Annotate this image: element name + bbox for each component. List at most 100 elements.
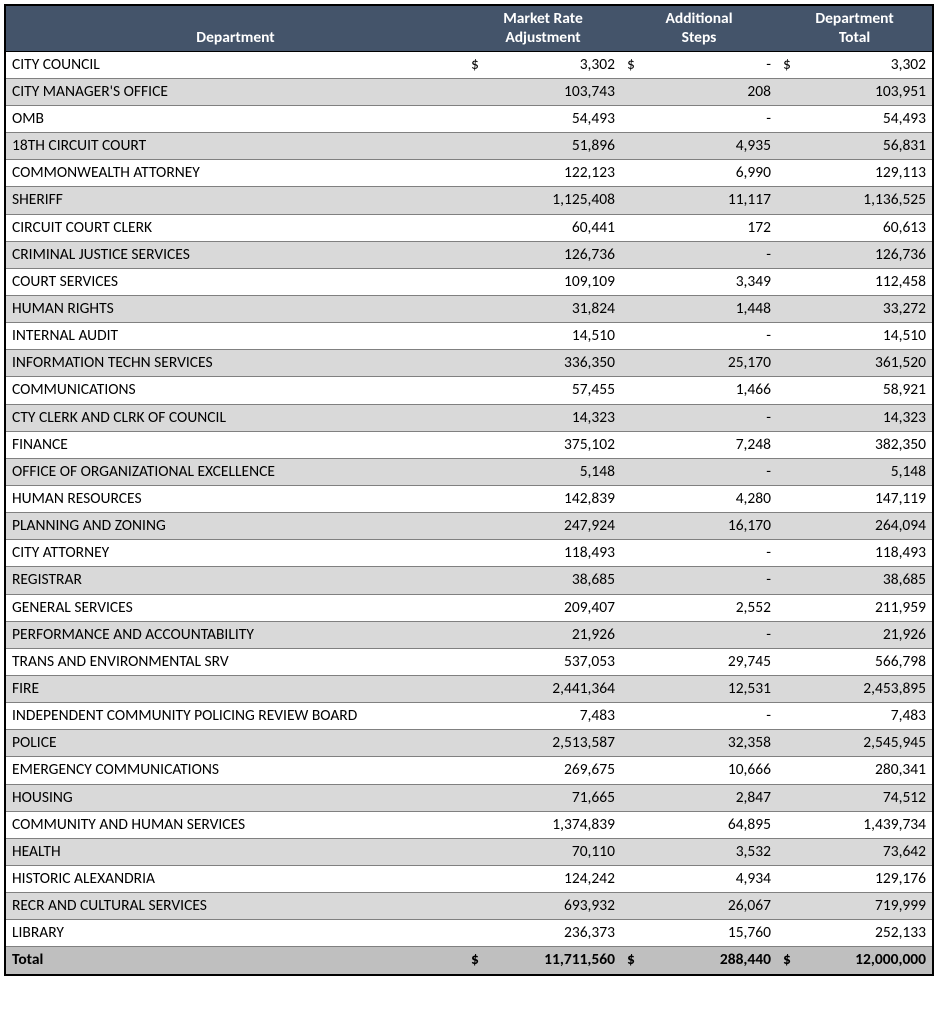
cell-additional-steps: - xyxy=(643,567,777,594)
cell-department: INTERNAL AUDIT xyxy=(5,323,465,350)
currency-symbol xyxy=(621,567,643,594)
cell-department-total: 129,176 xyxy=(799,865,933,892)
cell-market-rate: 537,053 xyxy=(487,648,621,675)
cell-department: LIBRARY xyxy=(5,920,465,947)
cell-department-total: 118,493 xyxy=(799,540,933,567)
cell-department: COMMUNITY AND HUMAN SERVICES xyxy=(5,811,465,838)
cell-department-total: 38,685 xyxy=(799,567,933,594)
cell-department-total: 252,133 xyxy=(799,920,933,947)
cell-market-rate: 38,685 xyxy=(487,567,621,594)
cell-total-label: Total xyxy=(5,947,465,975)
currency-symbol xyxy=(621,648,643,675)
cell-additional-steps: 1,448 xyxy=(643,296,777,323)
cell-market-rate: 109,109 xyxy=(487,268,621,295)
cell-department-total: 112,458 xyxy=(799,268,933,295)
currency-symbol xyxy=(465,431,487,458)
currency-symbol xyxy=(621,865,643,892)
cell-market-rate: 31,824 xyxy=(487,296,621,323)
currency-symbol xyxy=(465,757,487,784)
currency-symbol xyxy=(777,648,799,675)
cell-market-rate: 54,493 xyxy=(487,106,621,133)
currency-symbol xyxy=(777,323,799,350)
currency-symbol xyxy=(777,160,799,187)
currency-symbol xyxy=(465,703,487,730)
currency-symbol xyxy=(465,323,487,350)
currency-symbol xyxy=(777,567,799,594)
cell-total-department-total: 12,000,000 xyxy=(799,947,933,975)
table-row: PERFORMANCE AND ACCOUNTABILITY21,926-21,… xyxy=(5,621,933,648)
cell-additional-steps: 6,990 xyxy=(643,160,777,187)
cell-market-rate: 1,374,839 xyxy=(487,811,621,838)
currency-symbol xyxy=(465,296,487,323)
cell-department-total: 60,613 xyxy=(799,214,933,241)
currency-symbol xyxy=(465,675,487,702)
currency-symbol xyxy=(465,784,487,811)
cell-department: PLANNING AND ZONING xyxy=(5,513,465,540)
table-total-row: Total$11,711,560$288,440$12,000,000 xyxy=(5,947,933,975)
currency-symbol xyxy=(621,458,643,485)
table-row: 18TH CIRCUIT COURT51,8964,93556,831 xyxy=(5,133,933,160)
cell-department-total: 103,951 xyxy=(799,78,933,105)
cell-additional-steps: 172 xyxy=(643,214,777,241)
table-row: EMERGENCY COMMUNICATIONS269,67510,666280… xyxy=(5,757,933,784)
cell-market-rate: 122,123 xyxy=(487,160,621,187)
currency-symbol xyxy=(621,133,643,160)
table-row: COMMONWEALTH ATTORNEY122,1236,990129,113 xyxy=(5,160,933,187)
currency-symbol xyxy=(465,78,487,105)
currency-symbol xyxy=(777,296,799,323)
currency-symbol xyxy=(621,404,643,431)
cell-additional-steps: 15,760 xyxy=(643,920,777,947)
cell-additional-steps: 3,349 xyxy=(643,268,777,295)
currency-symbol xyxy=(621,323,643,350)
col-department-total: DepartmentTotal xyxy=(777,5,933,51)
currency-symbol xyxy=(621,268,643,295)
currency-symbol xyxy=(621,540,643,567)
cell-department-total: 361,520 xyxy=(799,350,933,377)
currency-symbol xyxy=(621,730,643,757)
cell-additional-steps: 7,248 xyxy=(643,431,777,458)
table-body: CITY COUNCIL$3,302$-$3,302CITY MANAGER'S… xyxy=(5,51,933,974)
cell-additional-steps: - xyxy=(643,458,777,485)
cell-department: HISTORIC ALEXANDRIA xyxy=(5,865,465,892)
table-header: Department Market RateAdjustment Additio… xyxy=(5,5,933,51)
currency-symbol xyxy=(465,865,487,892)
cell-department-total: 1,136,525 xyxy=(799,187,933,214)
currency-symbol xyxy=(621,431,643,458)
currency-symbol: $ xyxy=(465,51,487,78)
cell-total-market-rate: 11,711,560 xyxy=(487,947,621,975)
cell-department: INFORMATION TECHN SERVICES xyxy=(5,350,465,377)
cell-additional-steps: 1,466 xyxy=(643,377,777,404)
currency-symbol xyxy=(465,730,487,757)
currency-symbol xyxy=(465,920,487,947)
cell-department: FIRE xyxy=(5,675,465,702)
currency-symbol xyxy=(465,214,487,241)
cell-market-rate: 209,407 xyxy=(487,594,621,621)
cell-total-additional-steps: 288,440 xyxy=(643,947,777,975)
cell-market-rate: 51,896 xyxy=(487,133,621,160)
currency-symbol xyxy=(777,133,799,160)
currency-symbol xyxy=(777,377,799,404)
cell-additional-steps: 3,532 xyxy=(643,838,777,865)
currency-symbol xyxy=(621,838,643,865)
currency-symbol xyxy=(777,458,799,485)
currency-symbol xyxy=(621,703,643,730)
currency-symbol xyxy=(621,377,643,404)
cell-department-total: 719,999 xyxy=(799,893,933,920)
table-row: GENERAL SERVICES209,4072,552211,959 xyxy=(5,594,933,621)
col-market-rate-adjustment: Market RateAdjustment xyxy=(465,5,621,51)
currency-symbol xyxy=(465,838,487,865)
currency-symbol xyxy=(621,594,643,621)
col-additional-steps: AdditionalSteps xyxy=(621,5,777,51)
currency-symbol xyxy=(465,540,487,567)
cell-department-total: 58,921 xyxy=(799,377,933,404)
currency-symbol xyxy=(777,757,799,784)
currency-symbol xyxy=(621,350,643,377)
table-row: TRANS AND ENVIRONMENTAL SRV537,05329,745… xyxy=(5,648,933,675)
currency-symbol xyxy=(621,811,643,838)
cell-department: TRANS AND ENVIRONMENTAL SRV xyxy=(5,648,465,675)
cell-additional-steps: 32,358 xyxy=(643,730,777,757)
table-row: HISTORIC ALEXANDRIA124,2424,934129,176 xyxy=(5,865,933,892)
col-department: Department xyxy=(5,5,465,51)
cell-department: CTY CLERK AND CLRK OF COUNCIL xyxy=(5,404,465,431)
currency-symbol: $ xyxy=(621,51,643,78)
